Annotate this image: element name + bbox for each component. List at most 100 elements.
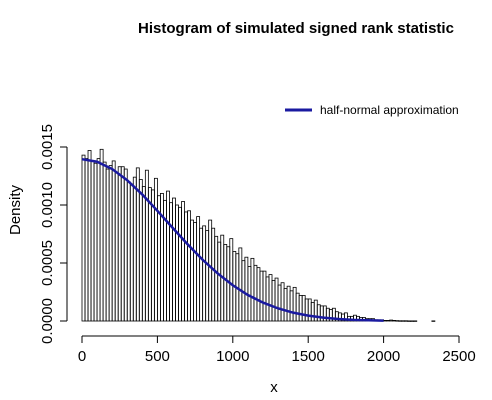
y-tick-label: 0.0010 bbox=[39, 182, 56, 228]
histogram-bar bbox=[383, 320, 388, 322]
histogram-bar bbox=[141, 186, 146, 322]
histogram-bar bbox=[175, 204, 179, 322]
histogram-bar bbox=[259, 270, 264, 322]
histogram-bar bbox=[196, 216, 201, 322]
histogram-bar bbox=[277, 284, 282, 322]
y-axis-ticks: 0.0000 0.0005 0.0010 0.0015 bbox=[39, 124, 67, 344]
histogram-bar bbox=[111, 160, 116, 322]
y-tick-label: 0.0000 bbox=[39, 298, 56, 344]
histogram-bar bbox=[99, 148, 104, 322]
histogram-bar bbox=[178, 206, 182, 322]
x-tick-label: 0 bbox=[78, 348, 86, 365]
histogram-bar bbox=[283, 288, 288, 322]
y-axis-label: Density bbox=[7, 184, 24, 235]
half-normal-curve bbox=[81, 157, 384, 322]
histogram-bar bbox=[108, 165, 113, 322]
histogram-bar bbox=[217, 241, 222, 322]
histogram-bar bbox=[153, 177, 158, 322]
histogram-bar bbox=[250, 257, 255, 322]
x-tick-label: 2000 bbox=[367, 348, 400, 365]
histogram-bar bbox=[389, 319, 394, 322]
histogram-bar bbox=[301, 295, 306, 322]
histogram-bar bbox=[114, 172, 119, 322]
histogram-bar bbox=[310, 302, 315, 322]
x-tick-label: 1000 bbox=[216, 348, 249, 365]
histogram-bar bbox=[90, 160, 95, 322]
histogram-bar bbox=[307, 298, 312, 322]
histogram-bar bbox=[292, 286, 297, 322]
histogram-bar bbox=[286, 285, 291, 322]
histogram-bar bbox=[102, 161, 107, 322]
histogram-bar bbox=[431, 320, 436, 322]
histogram-bar bbox=[407, 320, 412, 322]
histogram-bar bbox=[247, 266, 252, 322]
histogram-bars bbox=[81, 148, 436, 322]
histogram-bar bbox=[392, 320, 397, 322]
histogram-bar bbox=[316, 304, 321, 322]
x-tick-label: 1500 bbox=[292, 348, 325, 365]
histogram-bar bbox=[211, 227, 216, 322]
x-axis-ticks: 0 500 1000 1500 2000 2500 bbox=[78, 336, 476, 365]
x-tick-label: 2500 bbox=[442, 348, 475, 365]
histogram-bar bbox=[238, 247, 243, 322]
histogram-bar bbox=[184, 211, 188, 322]
histogram-bar bbox=[208, 219, 213, 322]
histogram-bar bbox=[199, 227, 204, 322]
histogram-bar bbox=[295, 292, 300, 322]
histogram-bar bbox=[229, 238, 234, 322]
histogram-bar bbox=[147, 187, 152, 322]
histogram-bar bbox=[132, 176, 137, 322]
histogram-bar bbox=[256, 267, 261, 322]
histogram-bar bbox=[253, 264, 258, 322]
histogram-bar bbox=[280, 282, 285, 322]
histogram-bar bbox=[144, 169, 149, 322]
histogram-bar bbox=[202, 225, 207, 322]
histogram-bar bbox=[84, 158, 89, 322]
histogram-bar bbox=[138, 179, 143, 322]
histogram-bar bbox=[298, 295, 303, 322]
histogram-bar bbox=[304, 298, 309, 322]
histogram-bar bbox=[105, 168, 110, 322]
x-axis-label: x bbox=[270, 379, 278, 396]
x-tick-label: 500 bbox=[145, 348, 170, 365]
histogram-bar bbox=[265, 276, 270, 322]
histogram-bar bbox=[93, 162, 98, 322]
histogram-bar bbox=[386, 320, 391, 322]
legend: half-normal approximation bbox=[285, 103, 459, 117]
histogram-bar bbox=[150, 189, 155, 322]
legend-label: half-normal approximation bbox=[320, 103, 459, 117]
histogram-bar bbox=[205, 230, 210, 322]
histogram-bar bbox=[172, 197, 176, 322]
histogram-bar bbox=[271, 279, 276, 322]
histogram-bar bbox=[187, 210, 191, 322]
histogram-bar bbox=[96, 158, 101, 322]
histogram-bar bbox=[244, 256, 249, 322]
histogram-bar bbox=[193, 221, 198, 322]
histogram-bar bbox=[395, 320, 400, 322]
histogram-bar bbox=[87, 150, 92, 322]
histogram-bar bbox=[120, 166, 125, 322]
histogram-bar bbox=[404, 320, 409, 322]
histogram-bar bbox=[81, 154, 86, 322]
chart-title: Histogram of simulated signed rank stati… bbox=[138, 20, 454, 37]
histogram-bar bbox=[190, 219, 195, 322]
histogram-bar bbox=[274, 277, 279, 322]
histogram-bar bbox=[262, 270, 267, 322]
histogram-bar bbox=[117, 166, 122, 322]
histogram-bar bbox=[126, 181, 131, 322]
histogram-bar bbox=[181, 201, 185, 322]
histogram-bar bbox=[214, 235, 219, 322]
y-tick-label: 0.0005 bbox=[39, 240, 56, 286]
histogram-bar bbox=[289, 290, 294, 322]
histogram-bar bbox=[129, 183, 134, 322]
histogram-bar bbox=[398, 320, 403, 322]
histogram-bar bbox=[223, 244, 228, 322]
histogram-bar bbox=[169, 202, 173, 322]
histogram-bar bbox=[410, 320, 415, 322]
y-tick-label: 0.0015 bbox=[39, 124, 56, 170]
histogram-bar bbox=[123, 168, 128, 322]
histogram-bar bbox=[413, 320, 418, 322]
histogram-bar bbox=[160, 192, 164, 322]
histogram-bar bbox=[401, 320, 406, 322]
